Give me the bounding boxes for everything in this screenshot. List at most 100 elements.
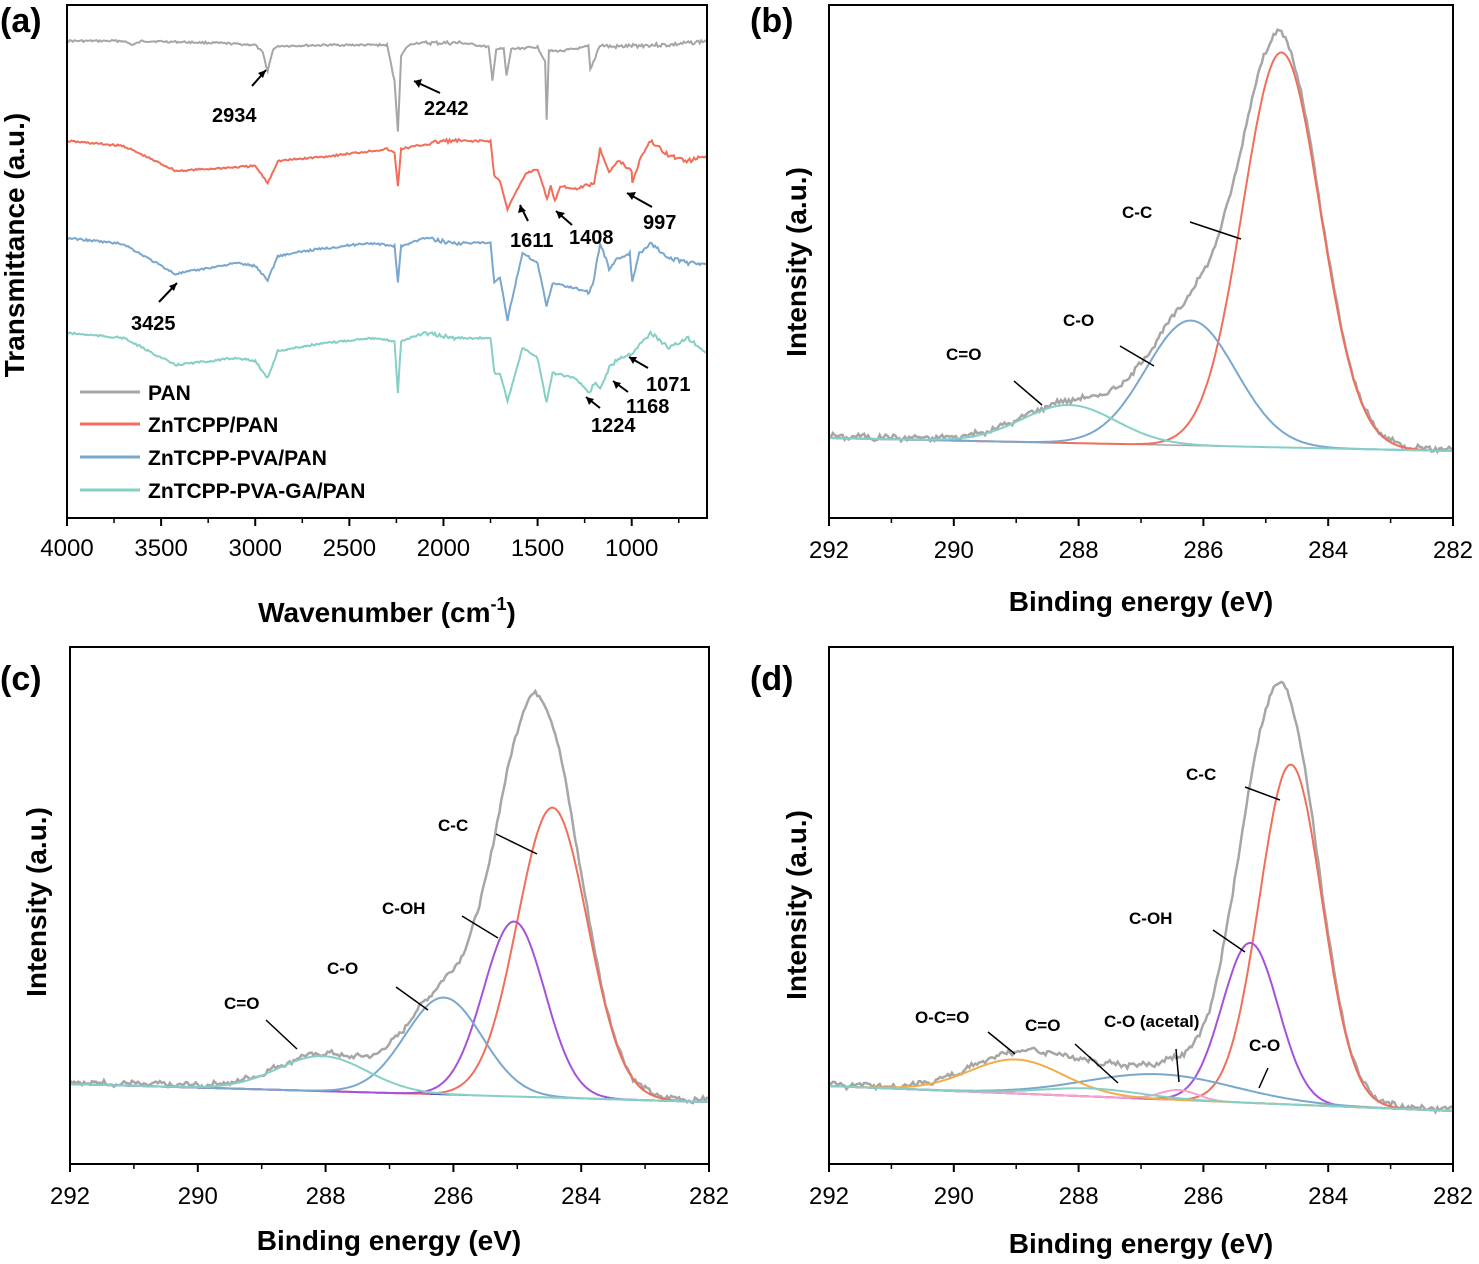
ann-1224: 1224 bbox=[591, 415, 636, 437]
panel-a-frame bbox=[66, 4, 708, 519]
label-c-cc: C-C bbox=[438, 816, 468, 835]
legend-text-zntcpp-pva-ga-pan: ZnTCPP-PVA-GA/PAN bbox=[148, 480, 365, 503]
x-tick-label: 282 bbox=[689, 1183, 729, 1210]
arrowhead-3425 bbox=[169, 283, 177, 291]
legend-text-zntcpp-pva-pan: ZnTCPP-PVA/PAN bbox=[148, 447, 327, 470]
x-tick-label: 3000 bbox=[229, 535, 282, 562]
ann-2242: 2242 bbox=[424, 98, 469, 120]
label-d-co: C-O bbox=[1249, 1036, 1280, 1055]
panel-b-ylabel: Intensity (a.u.) bbox=[781, 167, 812, 357]
panel-d-ticks: 292 290 288 286 284 282 bbox=[809, 1164, 1473, 1210]
panel-b-xps: (b) 292 290 288 286 284 282 Binding energy (e… bbox=[750, 2, 1473, 617]
legend-text-zntcpp-pan: ZnTCPP/PAN bbox=[148, 414, 278, 437]
envelope-line bbox=[828, 680, 1454, 1115]
x-tick-label: 286 bbox=[433, 1183, 473, 1210]
x-tick-label: 3500 bbox=[134, 535, 187, 562]
arrowhead-1408 bbox=[556, 211, 565, 219]
x-tick-label: 282 bbox=[1433, 1183, 1473, 1210]
ann-997: 997 bbox=[643, 212, 676, 234]
x-tick-label: 290 bbox=[934, 1183, 974, 1210]
panel-b-label: (b) bbox=[750, 2, 793, 40]
ann-1168: 1168 bbox=[626, 396, 669, 418]
panel-a-ftir: (a) 4000 3500 3000 2500 2000 1500 1000 Wavenum… bbox=[0, 2, 708, 628]
x-tick-label: 288 bbox=[1059, 1183, 1099, 1210]
label-c-co: C-O bbox=[327, 959, 358, 978]
label-b-co: C-O bbox=[1063, 311, 1094, 330]
series-line-pan bbox=[67, 38, 708, 132]
x-tick-label: 288 bbox=[1059, 537, 1099, 564]
panel-a-series bbox=[66, 38, 708, 406]
arrowhead-997 bbox=[627, 192, 636, 200]
leader-b-co bbox=[1119, 345, 1155, 367]
label-c-coh: C-OH bbox=[382, 899, 425, 918]
leader-d-co-acetal bbox=[1175, 1048, 1180, 1083]
x-tick-label: 288 bbox=[306, 1183, 346, 1210]
panel-a-legend: PAN ZnTCPP/PAN ZnTCPP-PVA/PAN ZnTCPP-PVA… bbox=[80, 382, 365, 503]
panel-c-series bbox=[69, 688, 710, 1105]
arrowhead-1071 bbox=[629, 357, 637, 364]
x-tick-label: 286 bbox=[1183, 537, 1223, 564]
panel-c-xps: (c) 292 290 288 286 284 282 Binding energy (e… bbox=[0, 646, 729, 1256]
x-tick-label: 1000 bbox=[605, 535, 658, 562]
series-line-zntcpp-pva-ga-pan bbox=[66, 329, 708, 406]
ann-1611: 1611 bbox=[510, 230, 553, 252]
arrowhead-1168 bbox=[613, 381, 621, 389]
leader-c-coh bbox=[461, 915, 499, 939]
ann-1408: 1408 bbox=[569, 227, 614, 249]
x-tick-label: 282 bbox=[1433, 537, 1473, 564]
x-tick-label: 292 bbox=[50, 1183, 90, 1210]
arrowhead-1224 bbox=[586, 397, 594, 405]
panel-b-series bbox=[828, 28, 1454, 455]
label-c-c-double-o: C=O bbox=[224, 994, 259, 1013]
component-line-c-o bbox=[828, 1073, 1454, 1112]
panel-b-ticks: 292 290 288 286 284 282 bbox=[809, 518, 1473, 564]
leader-c-cc bbox=[495, 833, 538, 855]
panel-c-ylabel: Intensity (a.u.) bbox=[21, 807, 52, 997]
panel-d-frame bbox=[828, 646, 1454, 1165]
leader-d-cc bbox=[1244, 786, 1281, 801]
panel-a-label: (a) bbox=[0, 2, 42, 40]
x-tick-label: 2000 bbox=[417, 535, 470, 562]
legend-text-pan: PAN bbox=[148, 382, 191, 405]
arrowhead-1611 bbox=[518, 205, 526, 213]
x-tick-label: 4000 bbox=[40, 535, 93, 562]
component-line-c-o bbox=[828, 1085, 1454, 1112]
x-tick-label: 292 bbox=[809, 537, 849, 564]
leader-b-c-double-o bbox=[1013, 380, 1043, 406]
x-tick-label: 290 bbox=[934, 537, 974, 564]
x-tick-label: 284 bbox=[561, 1183, 601, 1210]
component-line-c-oh bbox=[69, 920, 710, 1103]
ann-3425: 3425 bbox=[131, 313, 176, 335]
ann-2934: 2934 bbox=[212, 105, 257, 127]
x-tick-label: 1500 bbox=[511, 535, 564, 562]
panel-d-annotations: C-C C-OH C-O (acetal) C-O O-C=O C=O bbox=[915, 765, 1281, 1089]
x-tick-label: 290 bbox=[178, 1183, 218, 1210]
panel-a-xlabel: Wavenumber (cm-1) bbox=[258, 594, 516, 628]
component-line-c-o bbox=[829, 319, 1453, 452]
panel-c-label: (c) bbox=[0, 660, 42, 698]
panel-d-ylabel: Intensity (a.u.) bbox=[781, 810, 812, 1000]
panel-c-annotations: C-C C-OH C-O C=O bbox=[224, 816, 538, 1050]
panel-a-ticks: 4000 3500 3000 2500 2000 1500 1000 bbox=[40, 518, 680, 562]
label-d-coh: C-OH bbox=[1129, 909, 1172, 928]
x-tick-label: 284 bbox=[1308, 537, 1348, 564]
arrowhead-2934 bbox=[258, 70, 266, 78]
label-d-c-double-o: C=O bbox=[1025, 1016, 1060, 1035]
panel-d-label: (d) bbox=[750, 660, 793, 698]
label-b-cc: C-C bbox=[1122, 203, 1152, 222]
x-tick-label: 292 bbox=[809, 1183, 849, 1210]
panel-d-xlabel: Binding energy (eV) bbox=[1009, 1228, 1273, 1259]
label-d-co-acetal: C-O (acetal) bbox=[1104, 1012, 1199, 1031]
component-line-c-c bbox=[828, 763, 1454, 1112]
x-tick-label: 284 bbox=[1308, 1183, 1348, 1210]
panel-c-ticks: 292 290 288 286 284 282 bbox=[50, 1164, 729, 1210]
leader-d-coh bbox=[1212, 929, 1246, 953]
label-d-cc: C-C bbox=[1186, 765, 1216, 784]
ann-1071: 1071 bbox=[646, 374, 691, 396]
envelope-line bbox=[69, 688, 710, 1105]
leader-d-o-c-double-o bbox=[987, 1031, 1016, 1055]
leader-c-c-double-o bbox=[265, 1019, 298, 1050]
component-line-o-c-o bbox=[828, 1058, 1454, 1112]
leader-b-cc bbox=[1189, 221, 1242, 240]
component-line-c-c bbox=[829, 51, 1454, 452]
